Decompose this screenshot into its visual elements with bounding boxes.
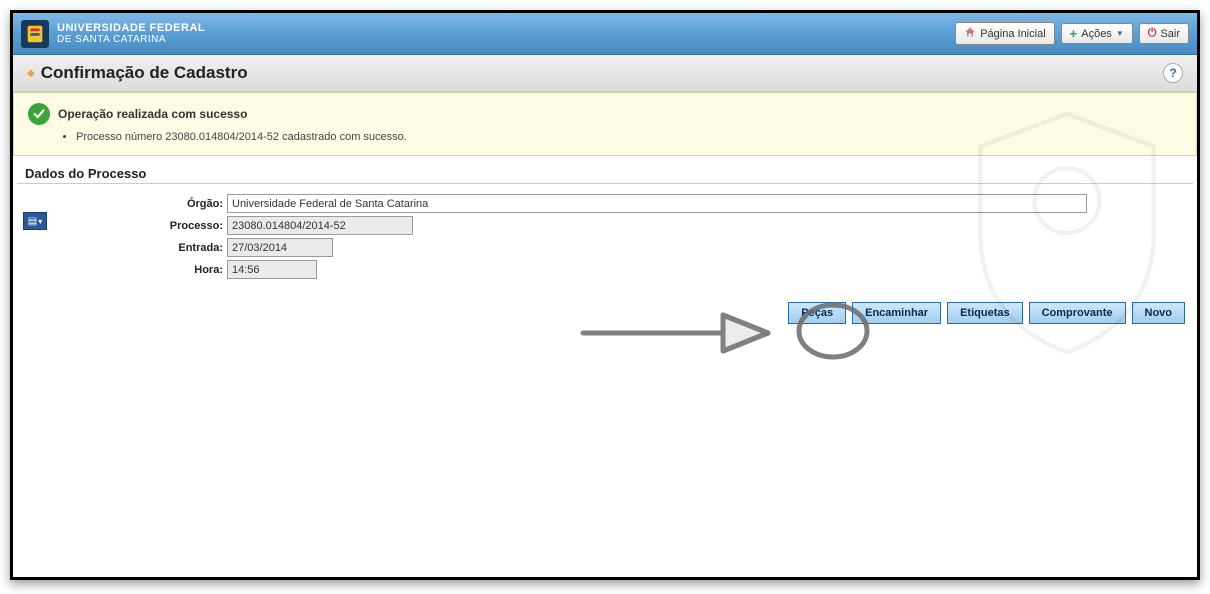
label-entrada: Entrada: <box>57 242 227 254</box>
actions-button-label: Ações <box>1081 28 1112 40</box>
app-frame: UNIVERSIDADE FEDERAL DE SANTA CATARINA P… <box>10 10 1200 580</box>
help-button[interactable]: ? <box>1163 63 1183 83</box>
field-row-entrada: Entrada: 27/03/2014 <box>57 238 1193 257</box>
label-processo: Processo: <box>57 220 227 232</box>
chevron-down-icon: ▾ <box>38 217 42 226</box>
detail-tool-icon: ▤ <box>28 216 37 227</box>
home-button[interactable]: Página Inicial <box>955 22 1054 45</box>
page-title: Confirmação de Cadastro <box>41 63 248 83</box>
plus-icon: + <box>1070 27 1078 40</box>
section-header-dados: Dados do Processo <box>17 156 1193 184</box>
logout-button-label: Sair <box>1160 28 1180 40</box>
org-title: UNIVERSIDADE FEDERAL DE SANTA CATARINA <box>57 22 205 45</box>
actions-row: Peças Encaminhar Etiquetas Comprovante N… <box>57 282 1193 324</box>
home-button-label: Página Inicial <box>980 28 1045 40</box>
value-hora: 14:56 <box>227 260 317 279</box>
value-processo: 23080.014804/2014-52 <box>227 216 413 235</box>
success-message-box: Operação realizada com sucesso Processo … <box>13 92 1197 156</box>
org-title-line1: UNIVERSIDADE FEDERAL <box>57 22 205 34</box>
detail-tool-button[interactable]: ▤▾ <box>23 212 47 230</box>
actions-button[interactable]: + Ações ▼ <box>1061 23 1133 44</box>
success-heading-row: Operação realizada com sucesso <box>28 103 1182 125</box>
page-title-bar: ◆ Confirmação de Cadastro ? <box>13 55 1197 92</box>
encaminhar-button[interactable]: Encaminhar <box>852 302 941 324</box>
value-entrada: 27/03/2014 <box>227 238 333 257</box>
novo-button[interactable]: Novo <box>1132 302 1186 324</box>
success-heading: Operação realizada com sucesso <box>58 107 247 121</box>
power-icon: ⏻ <box>1148 27 1157 40</box>
form-area: ▤▾ Órgão: Universidade Federal de Santa … <box>13 184 1197 324</box>
dropdown-icon: ▼ <box>1116 29 1124 38</box>
title-bullet-icon: ◆ <box>27 68 35 79</box>
field-row-hora: Hora: 14:56 <box>57 260 1193 279</box>
value-orgao: Universidade Federal de Santa Catarina <box>227 194 1087 213</box>
top-header-bar: UNIVERSIDADE FEDERAL DE SANTA CATARINA P… <box>13 13 1197 55</box>
pecas-button[interactable]: Peças <box>788 302 846 324</box>
comprovante-button[interactable]: Comprovante <box>1029 302 1126 324</box>
field-row-orgao: Órgão: Universidade Federal de Santa Cat… <box>57 194 1193 213</box>
etiquetas-button[interactable]: Etiquetas <box>947 302 1023 324</box>
check-icon <box>28 103 50 125</box>
label-orgao: Órgão: <box>57 198 227 210</box>
logout-button[interactable]: ⏻ Sair <box>1139 23 1189 44</box>
field-row-processo: Processo: 23080.014804/2014-52 <box>57 216 1193 235</box>
label-hora: Hora: <box>57 264 227 276</box>
home-icon <box>964 26 976 41</box>
org-title-line2: DE SANTA CATARINA <box>57 34 205 45</box>
success-detail: Processo número 23080.014804/2014-52 cad… <box>76 131 1182 143</box>
org-logo <box>21 20 49 48</box>
